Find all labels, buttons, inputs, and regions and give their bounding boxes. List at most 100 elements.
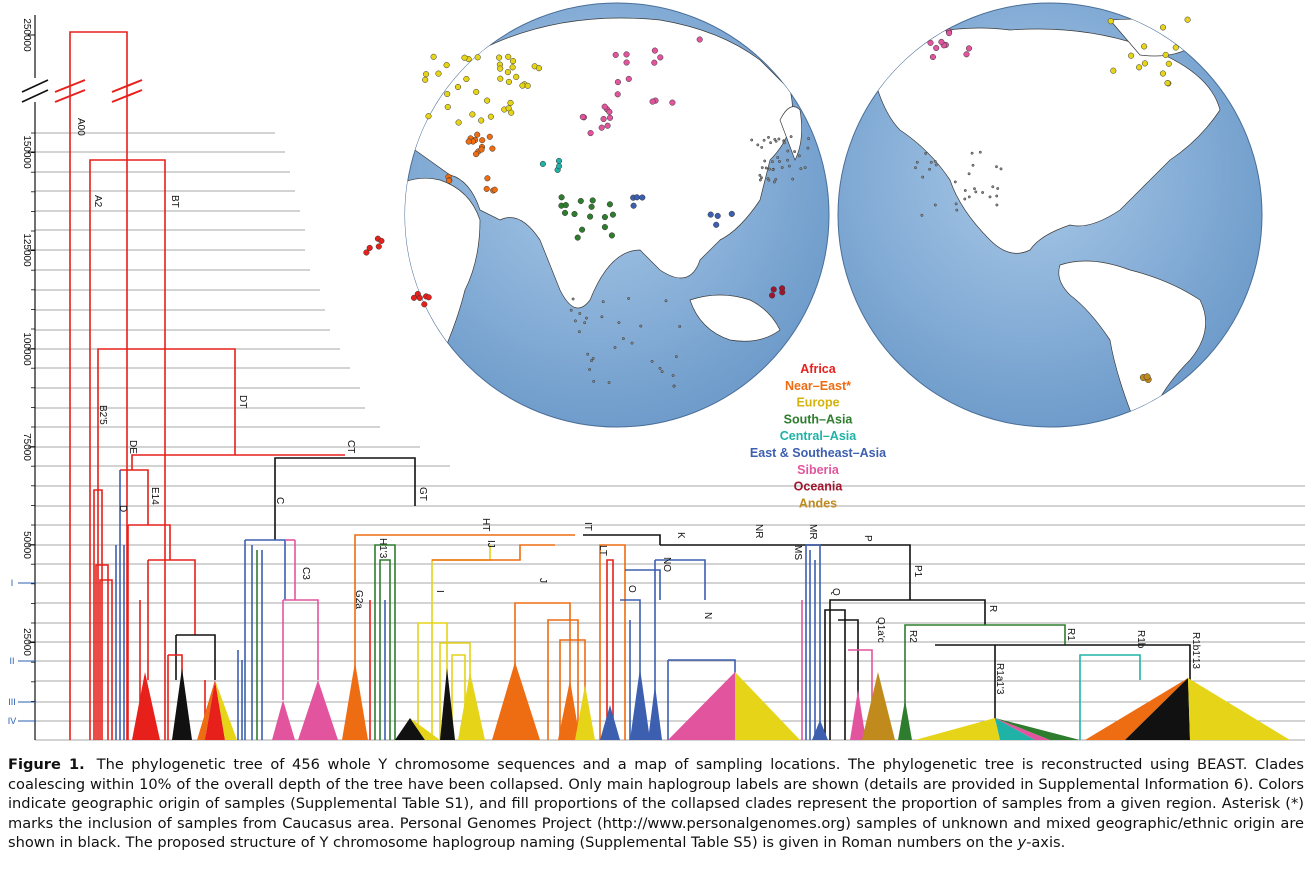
sample-dot bbox=[915, 160, 919, 164]
sample-dot bbox=[1165, 60, 1172, 67]
sample-dot bbox=[929, 53, 936, 61]
sample-dot bbox=[771, 168, 775, 172]
legend-entry: Africa bbox=[800, 362, 836, 376]
sample-dot bbox=[657, 54, 664, 61]
legend-entry: Central–Asia bbox=[780, 429, 857, 443]
sample-dot bbox=[1159, 24, 1167, 31]
sample-dot bbox=[1159, 70, 1166, 77]
sample-dot bbox=[578, 312, 582, 315]
sample-dot bbox=[806, 146, 810, 150]
clade-label: CT bbox=[345, 440, 356, 453]
clade-label: K bbox=[675, 532, 686, 539]
sample-dot bbox=[970, 151, 974, 155]
sample-dot bbox=[607, 381, 611, 385]
sample-dot bbox=[767, 135, 770, 139]
sample-dot bbox=[455, 119, 462, 126]
sample-dot bbox=[955, 208, 959, 212]
roman-label: III bbox=[8, 697, 16, 707]
sample-dot bbox=[422, 76, 429, 83]
sample-dot bbox=[588, 368, 592, 371]
sample-dot bbox=[678, 325, 682, 328]
clade-label: P bbox=[862, 535, 873, 542]
sample-dot bbox=[461, 54, 468, 61]
clade-label: R1b1'13 bbox=[1190, 632, 1201, 669]
sample-dot bbox=[929, 160, 933, 164]
clade-label: Q1a'c bbox=[875, 617, 886, 643]
y-tick-label: 50000 bbox=[21, 531, 32, 559]
sample-dot bbox=[963, 197, 967, 201]
sample-dot bbox=[600, 315, 604, 319]
sample-dot bbox=[965, 45, 973, 52]
clade-label: R bbox=[987, 605, 998, 612]
sample-dot bbox=[981, 191, 985, 194]
sample-dot bbox=[630, 202, 637, 209]
legend-entry: Andes bbox=[799, 496, 837, 510]
sample-dot bbox=[425, 113, 432, 120]
sample-dot bbox=[769, 292, 776, 299]
sample-dot bbox=[558, 194, 565, 201]
sample-dot bbox=[995, 165, 998, 169]
clade-label: O bbox=[626, 585, 637, 593]
sample-dot bbox=[767, 178, 771, 182]
y-tick-label: 75000 bbox=[21, 433, 32, 461]
sample-dot bbox=[491, 186, 498, 193]
y-axis-tick-labels: 250000 150000 125000 100000 75000 50000 25000 bbox=[21, 18, 32, 656]
sample-dot bbox=[612, 51, 619, 58]
sample-dot bbox=[1136, 64, 1143, 71]
clade-label: I bbox=[434, 590, 445, 593]
clade-label: E14 bbox=[149, 487, 160, 505]
sample-dot bbox=[513, 73, 520, 80]
sample-dot bbox=[504, 69, 511, 76]
sample-dot bbox=[484, 175, 491, 182]
tree-gridlines bbox=[35, 132, 1305, 741]
sample-dot bbox=[625, 75, 632, 82]
sample-dot bbox=[651, 47, 658, 54]
sample-dot bbox=[988, 195, 992, 199]
sample-dot bbox=[928, 167, 932, 171]
sample-dot bbox=[1162, 51, 1169, 58]
sample-dot bbox=[590, 359, 593, 363]
clade-label: HT bbox=[480, 518, 491, 531]
sample-dot bbox=[963, 189, 967, 192]
sample-dot bbox=[591, 356, 595, 360]
sample-dot bbox=[601, 214, 608, 221]
sample-dot bbox=[497, 75, 504, 82]
sample-dot bbox=[613, 346, 617, 349]
sample-dot bbox=[474, 131, 481, 138]
sample-dot bbox=[803, 166, 807, 170]
sample-dot bbox=[444, 90, 451, 98]
clade-label: G2a bbox=[353, 590, 364, 609]
sample-dot bbox=[573, 319, 577, 323]
y-axis bbox=[21, 15, 49, 740]
sample-dot bbox=[478, 117, 485, 124]
sample-dot bbox=[1110, 67, 1117, 74]
y-tick-label: 100000 bbox=[21, 332, 32, 366]
sample-dot bbox=[489, 145, 496, 152]
sample-dot bbox=[1184, 16, 1191, 23]
sample-dot bbox=[601, 103, 608, 110]
sample-dot bbox=[583, 321, 587, 325]
sample-dot bbox=[778, 160, 781, 163]
sample-dot bbox=[763, 159, 767, 163]
sample-dot bbox=[614, 79, 621, 86]
sample-dot bbox=[579, 113, 586, 120]
legend-entry: Siberia bbox=[797, 463, 840, 477]
sample-dot bbox=[505, 78, 512, 85]
sample-dot bbox=[669, 99, 676, 106]
sample-dot bbox=[921, 175, 925, 179]
y-tick-label: 150000 bbox=[21, 135, 32, 169]
sample-dot bbox=[786, 158, 790, 162]
sample-dot bbox=[617, 321, 621, 325]
sample-dot bbox=[579, 226, 586, 233]
sample-dot bbox=[758, 173, 762, 177]
sample-dot bbox=[1128, 52, 1135, 59]
sample-dot bbox=[430, 53, 437, 60]
sample-dot bbox=[933, 159, 937, 163]
collapsed-clades bbox=[132, 662, 1290, 740]
sample-dot bbox=[416, 294, 423, 301]
sample-dot bbox=[508, 109, 515, 116]
sample-dot bbox=[1172, 44, 1179, 51]
sample-dot bbox=[770, 160, 774, 164]
sample-dot bbox=[786, 149, 790, 153]
clade-label: Q bbox=[830, 588, 841, 596]
